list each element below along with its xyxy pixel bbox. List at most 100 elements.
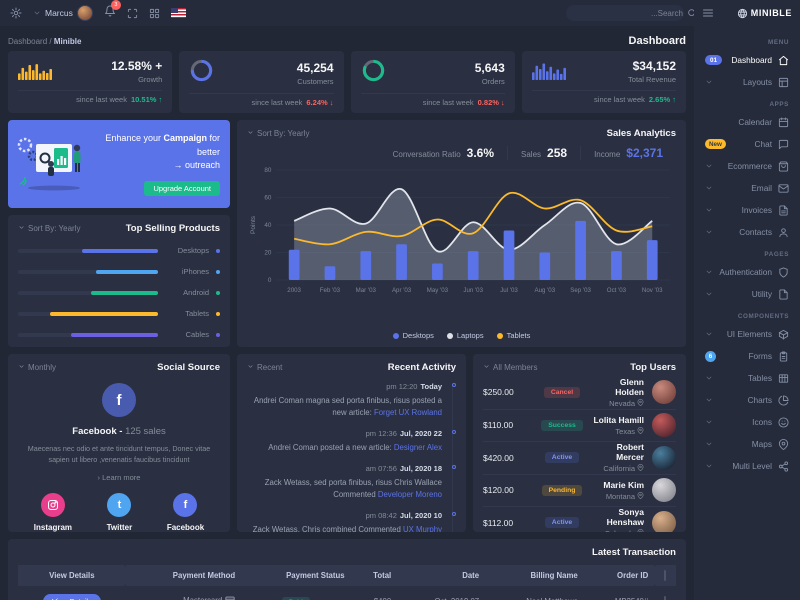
breadcrumb-current: Minible: [53, 36, 82, 46]
chevron-down-icon: [706, 164, 712, 168]
view-details-button[interactable]: View Details: [43, 593, 101, 600]
payment-method-cell: Mastercard: [125, 586, 242, 600]
sidebar-item-email[interactable]: Email: [694, 177, 800, 199]
upgrade-account-button[interactable]: Upgrade Account: [144, 180, 220, 196]
sidebar-item-left: [705, 228, 727, 236]
menu-toggle-icon[interactable]: [702, 7, 714, 19]
sidebar-item-chat[interactable]: New Chat: [694, 133, 800, 155]
bag-icon: [778, 160, 789, 172]
svg-text:Apr '03: Apr '03: [392, 287, 412, 294]
lower-row: Monthly Social Source f Facebook - 125 s…: [8, 354, 686, 532]
sidebar-section-label: PAGES: [764, 251, 789, 258]
activity-time: am 07:56: [365, 464, 397, 474]
user-menu[interactable]: Marcus: [33, 5, 93, 21]
checkbox[interactable]: [664, 570, 667, 581]
activity-item: pm 08:42 Jul, 2020 10 Zack Wetass, Chris c…: [247, 511, 456, 532]
sidebar-item-contacts[interactable]: Contacts: [694, 221, 800, 243]
sidebar-item-ui-elements[interactable]: UI Elements: [694, 323, 800, 345]
products-sort-dropdown[interactable]: Sort By: Yearly: [18, 224, 80, 233]
social-sort-dropdown[interactable]: Monthly: [18, 363, 56, 372]
sidebar-item-maps[interactable]: Maps: [694, 433, 800, 455]
sidebar-item-multi-level[interactable]: Multi Level: [694, 455, 800, 477]
chevron-down-icon: [706, 332, 712, 336]
activity-link[interactable]: Developer Moreno: [377, 490, 442, 500]
table-icon: [778, 373, 789, 384]
legend-item[interactable]: Desktops: [392, 331, 434, 340]
file-text-icon: [779, 204, 788, 216]
user-row[interactable]: $112.00 Active Sonya HenshawColorado: [483, 506, 676, 532]
user-row[interactable]: $420.00 Active Robert Mercer California: [483, 441, 676, 474]
legend-dot: [446, 332, 453, 339]
user-location: Colorado: [591, 529, 644, 532]
sales-stat: Sales 258: [507, 146, 580, 160]
chevron-down-icon: [706, 420, 712, 424]
social-channel-facebook[interactable]: fFacebooksales 125: [167, 493, 204, 532]
sidebar-item-charts[interactable]: Charts: [694, 389, 800, 411]
learn-more-link[interactable]: › Learn more: [97, 473, 141, 483]
user-badge-cell: Cancel: [533, 386, 591, 398]
notifications-button[interactable]: 3: [104, 0, 121, 22]
user-info: Sonya HenshawColorado: [591, 507, 652, 532]
sidebar-item-authentication[interactable]: Authentication: [694, 261, 800, 283]
sidebar-item-left: [705, 396, 727, 404]
grid-icon: [149, 8, 159, 18]
legend-item[interactable]: Tablets: [496, 331, 530, 340]
sidebar-item-icons[interactable]: Icons: [694, 411, 800, 433]
chevron-down-icon: [19, 226, 24, 229]
user-row[interactable]: $250.00 Cancel Glenn Holden Nevada: [483, 376, 676, 409]
sidebar-item-dashboard[interactable]: 01 Dashboard: [694, 49, 800, 71]
user-location-text: Texas: [615, 426, 635, 436]
avatar: [652, 478, 676, 503]
sidebar-item-utility[interactable]: Utility: [694, 283, 800, 305]
activity-link[interactable]: Forget UX Rowland: [373, 408, 442, 418]
user-location: Montana: [591, 492, 644, 501]
sales-sort-dropdown[interactable]: Sort By: Yearly: [247, 129, 309, 138]
users-sort-dropdown[interactable]: All Members: [483, 363, 537, 372]
user-badge-cell: Pending: [533, 484, 591, 496]
sidebar-item-left: [705, 268, 719, 276]
breadcrumb-parent[interactable]: Dashboard: [8, 36, 48, 46]
chevron-down-icon: [706, 186, 712, 190]
activity-link[interactable]: Designer Alex: [393, 443, 442, 453]
column-header: View Details: [18, 565, 126, 586]
sidebar-item-forms[interactable]: 6 Forms: [694, 345, 800, 367]
product-label: Desktops: [177, 246, 209, 255]
user-row[interactable]: $120.00 Pending Marie Kim Montana: [483, 473, 676, 507]
social-channel-instagram[interactable]: Instagramsales 104: [34, 493, 72, 532]
svg-text:Nov '03: Nov '03: [642, 287, 663, 294]
column-header: Payment Status: [241, 565, 351, 586]
language-flag[interactable]: [170, 8, 186, 18]
sidebar-item-label: Charts: [747, 395, 772, 405]
sidebar-item-label: Authentication: [719, 267, 772, 277]
product-row: Desktops: [18, 246, 220, 255]
sidebar-item-layouts[interactable]: Layouts: [694, 71, 800, 93]
activity-link[interactable]: UX Murphy: [403, 525, 442, 532]
activity-sort-dropdown[interactable]: Recent: [247, 363, 282, 372]
sidebar-item-ecommerce[interactable]: Ecommerce: [694, 155, 800, 177]
sidebar-item-calendar[interactable]: Calendar: [694, 111, 800, 133]
transactions-table: View Details Payment Method Payment Status…: [18, 565, 676, 600]
social-channel-twitter[interactable]: tTwittersales 112: [104, 493, 136, 532]
settings-icon[interactable]: [10, 7, 22, 19]
stat-value: 45,254: [296, 60, 334, 75]
stat-card: 45,254 Customers since last week 6.24% ↓: [179, 51, 344, 113]
apps-grid-icon[interactable]: [149, 8, 160, 19]
chevron-down-icon: [483, 363, 490, 372]
search-input[interactable]: [573, 8, 683, 18]
legend-item[interactable]: Laptops: [446, 331, 484, 340]
sidebar-item-invoices[interactable]: Invoices: [694, 199, 800, 221]
calendar-icon: [778, 116, 789, 128]
brand[interactable]: MINIBLE: [737, 8, 792, 19]
radial-chart: [191, 59, 213, 82]
campaign-line2: → outreach: [173, 160, 220, 171]
sidebar-item-tables[interactable]: Tables: [694, 367, 800, 389]
transactions-title: Latest Transaction: [592, 547, 676, 558]
sidebar-item-label: Tables: [748, 373, 772, 383]
user-row[interactable]: $110.00 Success Lolita Hamill Texas: [483, 408, 676, 442]
avatar: [652, 510, 676, 532]
fullscreen-icon[interactable]: [127, 8, 138, 19]
product-progress-track: [18, 269, 158, 274]
timeline-dot-icon: [452, 465, 456, 470]
checkbox[interactable]: [664, 595, 667, 600]
sidebar-item-label: Multi Level: [732, 461, 772, 471]
